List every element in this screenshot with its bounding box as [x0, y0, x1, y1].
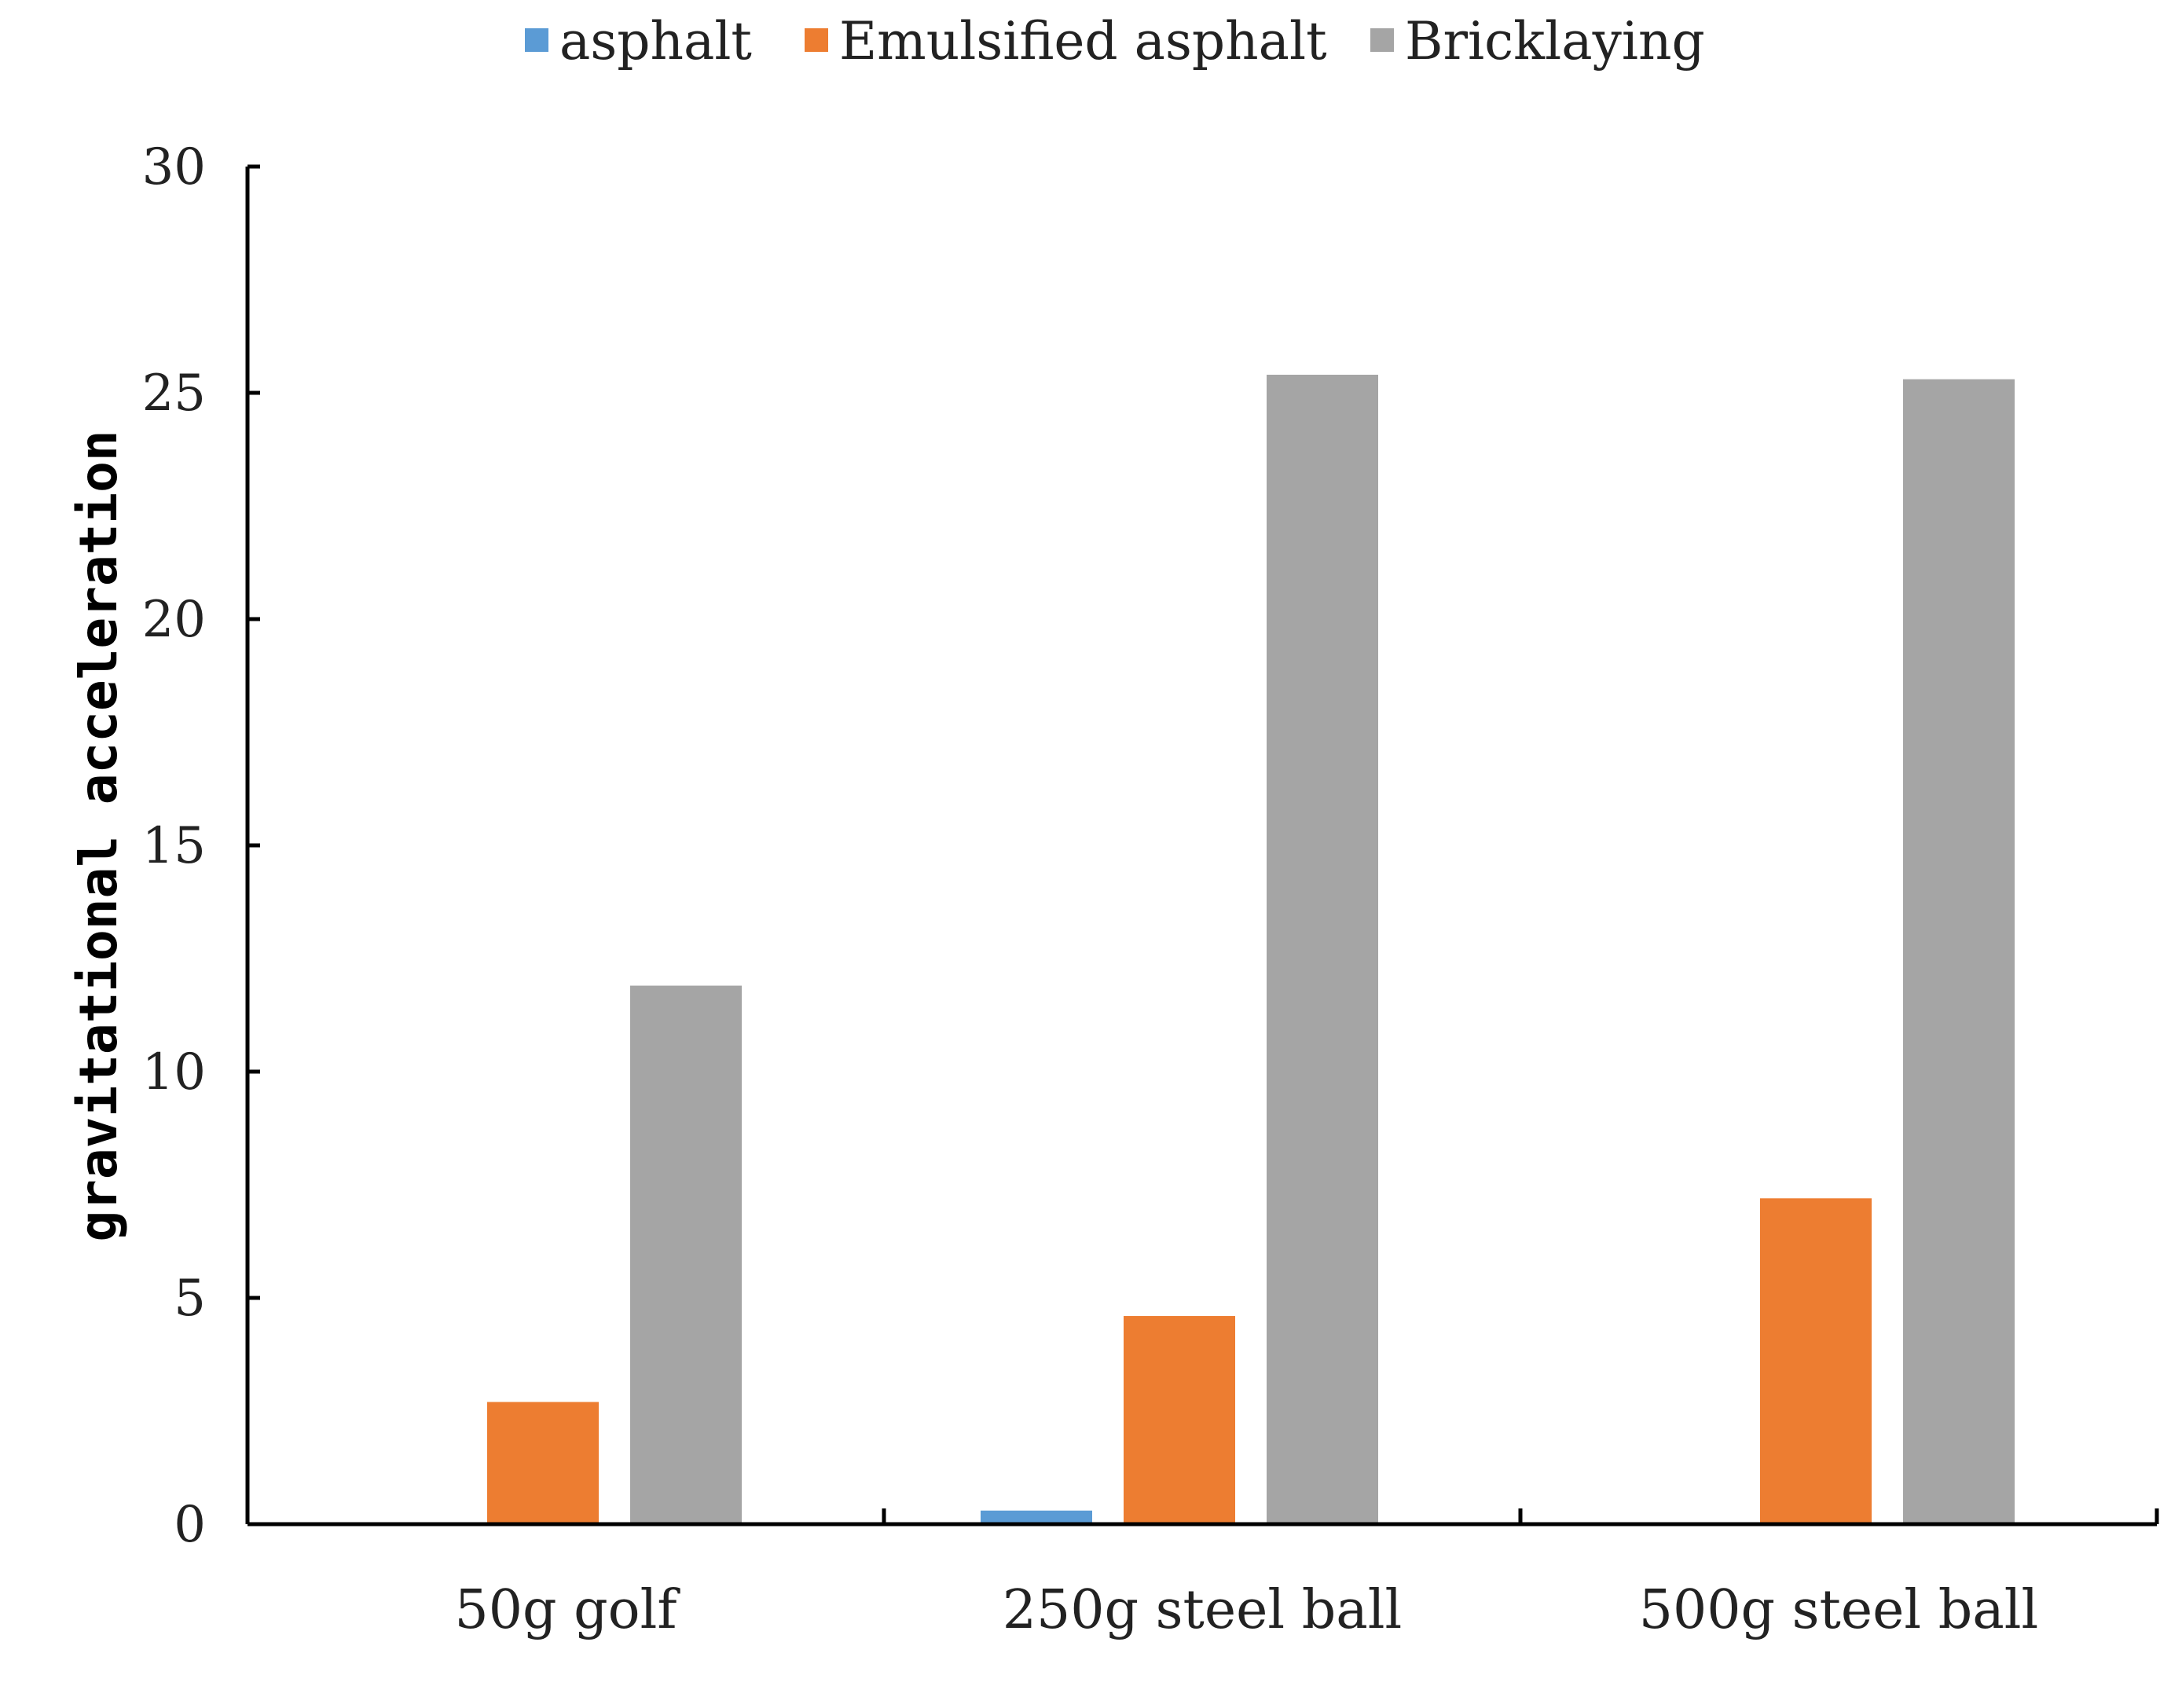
y-tick-label: 30 — [142, 138, 206, 196]
y-tick-label: 5 — [174, 1270, 206, 1328]
legend-label-bricklaying: Bricklaying — [1405, 11, 1705, 71]
bars — [487, 374, 2015, 1525]
legend-swatch-asphalt — [525, 28, 548, 52]
y-axis: 0 5 10 15 20 25 30 — [142, 138, 260, 1554]
legend-swatch-emulsified-asphalt — [805, 28, 828, 52]
x-tick-label: 50g golf — [454, 1579, 680, 1641]
y-tick-label: 20 — [142, 591, 206, 649]
y-tick-label: 15 — [142, 817, 206, 875]
legend: asphalt Emulsified asphalt Bricklaying — [525, 11, 1705, 71]
y-tick-label: 10 — [142, 1043, 206, 1101]
bar-bricklaying — [630, 985, 742, 1524]
x-axis: 50g golf 250g steel ball 500g steel ball — [248, 1508, 2159, 1641]
x-tick-label: 250g steel ball — [1003, 1579, 1403, 1641]
bar-bricklaying — [1267, 374, 1378, 1525]
x-tick-label: 500g steel ball — [1639, 1579, 2039, 1641]
y-axis-label: gravitational acceleration — [68, 430, 129, 1241]
bar-bricklaying — [1903, 379, 2015, 1525]
bar-emulsified-asphalt — [487, 1402, 599, 1524]
y-tick-label: 0 — [174, 1496, 206, 1554]
bar-asphalt — [981, 1510, 1092, 1524]
legend-swatch-bricklaying — [1370, 28, 1394, 52]
bar-emulsified-asphalt — [1124, 1316, 1235, 1524]
bar-emulsified-asphalt — [1760, 1198, 1872, 1524]
y-tick-label: 25 — [142, 365, 206, 423]
legend-label-asphalt: asphalt — [559, 11, 752, 71]
legend-label-emulsified-asphalt: Emulsified asphalt — [839, 11, 1327, 71]
